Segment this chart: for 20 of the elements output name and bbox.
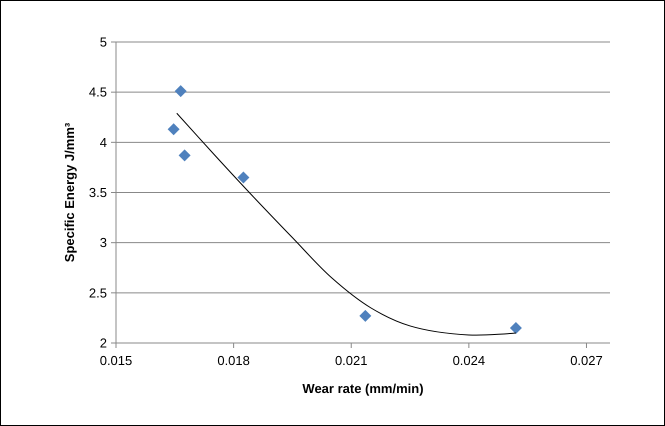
y-tick-label: 4.5 [88, 84, 107, 100]
point [174, 85, 187, 98]
y-tick-label: 5 [100, 34, 107, 50]
y-tick-label: 2.5 [88, 285, 107, 300]
x-tick-label: 0.015 [100, 353, 132, 368]
y-axis-title: Specific Energy J/mm³ [62, 122, 77, 262]
x-tick-label: 0.018 [217, 353, 250, 368]
y-tick-label: 3.5 [88, 185, 107, 200]
point [178, 149, 191, 162]
x-axis-title: Wear rate (mm/min) [302, 381, 424, 396]
x-tick-label: 0.027 [570, 353, 603, 368]
y-tick-label: 3 [100, 235, 107, 250]
y-tick-label: 4 [100, 134, 107, 150]
x-tick-label: 0.021 [334, 353, 368, 368]
point [168, 123, 180, 136]
point [237, 171, 250, 184]
x-tick-label: 0.024 [452, 353, 486, 368]
point [359, 310, 372, 322]
y-tick-label: 2 [100, 336, 107, 351]
point [510, 322, 522, 334]
